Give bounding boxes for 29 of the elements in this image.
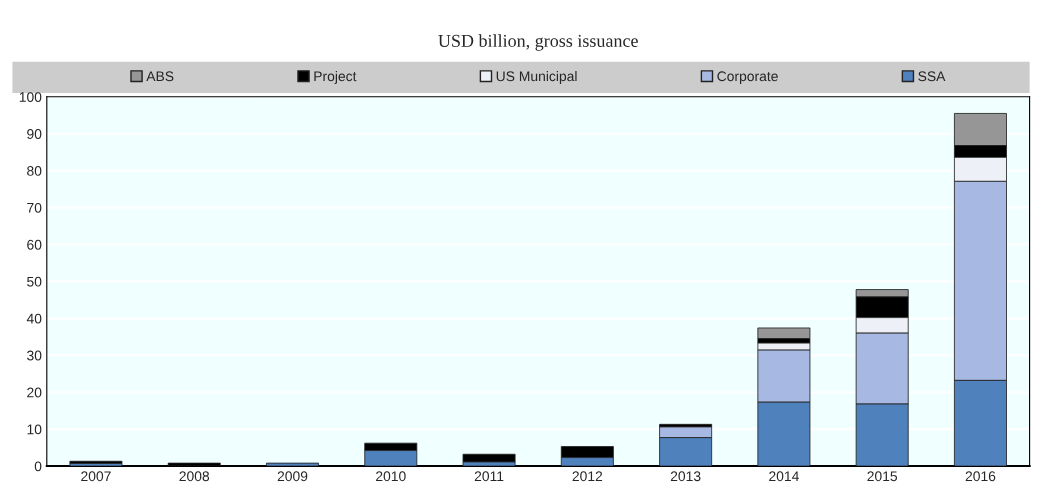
bar xyxy=(266,462,319,467)
legend-label: SSA xyxy=(918,71,946,82)
x-tick-label: 2008 xyxy=(179,471,210,482)
x-tick-label: 2007 xyxy=(81,471,111,482)
y-tick-label: 90 xyxy=(27,129,42,139)
y-tick-label: 80 xyxy=(27,165,42,176)
legend-label: US Municipal xyxy=(496,70,577,84)
x-tick-label: 2014 xyxy=(769,471,799,482)
y-tick-label: 50 xyxy=(27,276,42,287)
legend-label: Corporate xyxy=(717,71,778,84)
legend-label: ABS xyxy=(146,71,174,82)
y-tick-label: 40 xyxy=(26,313,42,324)
bar xyxy=(757,327,811,340)
x-tick-label: 2012 xyxy=(572,471,603,482)
x-tick-label: 2009 xyxy=(277,471,308,482)
x-tick-label: 2013 xyxy=(670,471,701,482)
y-tick-label: 10 xyxy=(27,424,42,435)
y-tick-label: 0 xyxy=(34,461,42,472)
y-tick-label: 100 xyxy=(19,92,42,102)
x-tick-label: 2016 xyxy=(965,471,996,482)
y-tick-label: 20 xyxy=(27,387,42,398)
y-tick-label: 70 xyxy=(27,202,42,213)
y-tick-label: 60 xyxy=(27,239,42,250)
x-tick-label: 2015 xyxy=(867,471,898,482)
chart-title: USD billion, gross issuance xyxy=(438,34,638,51)
legend-label: Project xyxy=(314,70,357,84)
y-tick-label: 30 xyxy=(27,350,42,361)
x-tick-label: 2011 xyxy=(474,471,504,482)
x-tick-label: 2010 xyxy=(376,471,406,482)
